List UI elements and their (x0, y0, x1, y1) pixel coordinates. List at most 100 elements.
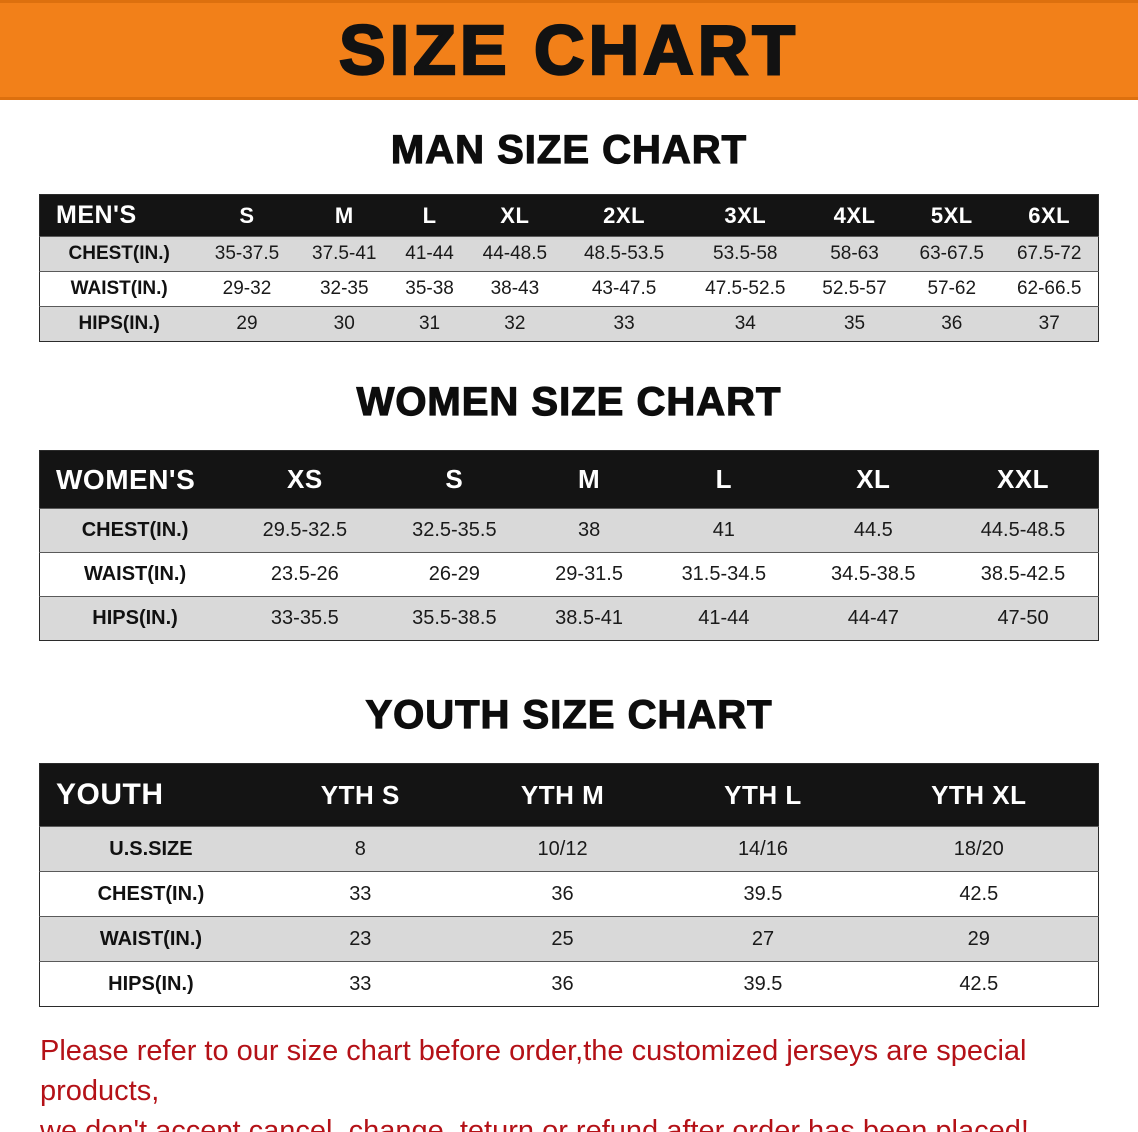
women-size-table-wrap: WOMEN'S XS S M L XL XXL CHEST(IN.) 29.5-32.5 32.5… (39, 450, 1099, 641)
disclaimer-line-1: Please refer to our size chart before or… (40, 1035, 1027, 1108)
men-value-cell: 31 (392, 306, 467, 342)
men-header-row: MEN'S S M L XL 2XL 3XL 4XL 5XL 6XL (39, 194, 1099, 237)
men-value-cell: 38-43 (466, 271, 564, 307)
women-table-row: HIPS(IN.) 33-35.5 35.5-38.5 38.5-41 41-44 44-… (39, 596, 1099, 641)
women-value-cell: 38.5-42.5 (948, 552, 1099, 597)
men-value-cell: 63-67.5 (903, 236, 1001, 272)
men-value-cell: 33 (563, 306, 685, 342)
women-row-label: HIPS(IN.) (39, 596, 231, 641)
banner: SIZE CHART (0, 0, 1138, 100)
women-col-header-m: M (529, 450, 650, 509)
women-value-cell: 29.5-32.5 (230, 508, 380, 553)
youth-table-row: CHEST(IN.) 33 36 39.5 42.5 (39, 871, 1099, 917)
women-value-cell: 44.5-48.5 (948, 508, 1099, 553)
youth-table-title: YOUTH (39, 763, 262, 827)
women-section-heading: WOMEN SIZE CHART (356, 379, 782, 424)
youth-row-label: U.S.SIZE (39, 826, 262, 872)
youth-value-cell: 36 (458, 871, 667, 917)
men-table-row: CHEST(IN.) 35-37.5 37.5-41 41-44 44-48.5 48.5… (39, 236, 1099, 272)
youth-table-row: WAIST(IN.) 23 25 27 29 (39, 916, 1099, 962)
women-value-cell: 41 (649, 508, 799, 553)
women-value-cell: 26-29 (379, 552, 530, 597)
men-value-cell: 30 (295, 306, 393, 342)
women-value-cell: 41-44 (649, 596, 799, 641)
youth-value-cell: 42.5 (859, 961, 1099, 1007)
youth-col-header-yth-xl: YTH XL (859, 763, 1099, 827)
men-value-cell: 35 (805, 306, 904, 342)
youth-value-cell: 42.5 (859, 871, 1099, 917)
youth-size-table: YOUTH YTH S YTH M YTH L YTH XL U.S.SIZE 8 10/12… (39, 763, 1099, 1007)
men-value-cell: 37.5-41 (295, 236, 393, 272)
youth-table-row: HIPS(IN.) 33 36 39.5 42.5 (39, 961, 1099, 1007)
women-section: WOMEN SIZE CHART WOMEN'S XS S M L XL XXL CHEST(… (0, 379, 1138, 641)
men-section-heading: MAN SIZE CHART (390, 127, 748, 172)
youth-row-label: HIPS(IN.) (39, 961, 262, 1007)
men-col-header-2xl: 2XL (563, 194, 685, 237)
page-title: SIZE CHART (338, 11, 799, 89)
men-value-cell: 43-47.5 (563, 271, 685, 307)
men-value-cell: 36 (903, 306, 1001, 342)
women-value-cell: 44-47 (798, 596, 949, 641)
men-value-cell: 47.5-52.5 (684, 271, 806, 307)
men-table-title: MEN'S (39, 194, 199, 237)
youth-value-cell: 29 (859, 916, 1099, 962)
men-value-cell: 41-44 (392, 236, 467, 272)
youth-value-cell: 39.5 (666, 961, 860, 1007)
men-col-header-3xl: 3XL (684, 194, 806, 237)
youth-section: YOUTH SIZE CHART YOUTH YTH S YTH M YTH L YTH… (0, 692, 1138, 1007)
men-table-row: WAIST(IN.) 29-32 32-35 35-38 38-43 43-47.5 47.… (39, 271, 1099, 307)
men-value-cell: 32-35 (295, 271, 393, 307)
men-value-cell: 53.5-58 (684, 236, 806, 272)
men-value-cell: 37 (1000, 306, 1099, 342)
youth-table-row: U.S.SIZE 8 10/12 14/16 18/20 (39, 826, 1099, 872)
youth-row-label: WAIST(IN.) (39, 916, 262, 962)
youth-section-heading: YOUTH SIZE CHART (365, 692, 773, 737)
youth-value-cell: 36 (458, 961, 667, 1007)
men-row-label: CHEST(IN.) (39, 236, 199, 272)
youth-header-row: YOUTH YTH S YTH M YTH L YTH XL (39, 763, 1099, 827)
men-value-cell: 62-66.5 (1000, 271, 1099, 307)
men-col-header-5xl: 5XL (903, 194, 1001, 237)
women-table-title: WOMEN'S (39, 450, 231, 509)
women-value-cell: 35.5-38.5 (379, 596, 530, 641)
youth-col-header-yth-m: YTH M (458, 763, 667, 827)
women-header-row: WOMEN'S XS S M L XL XXL (39, 450, 1099, 509)
women-table-row: CHEST(IN.) 29.5-32.5 32.5-35.5 38 41 44.5 44.5… (39, 508, 1099, 553)
men-value-cell: 29 (198, 306, 296, 342)
men-value-cell: 32 (466, 306, 564, 342)
men-value-cell: 67.5-72 (1000, 236, 1099, 272)
youth-value-cell: 25 (458, 916, 667, 962)
women-col-header-l: L (649, 450, 799, 509)
men-size-table: MEN'S S M L XL 2XL 3XL 4XL 5XL 6XL CHEST(IN.) 35-37… (39, 194, 1099, 342)
women-value-cell: 47-50 (948, 596, 1099, 641)
men-size-table-wrap: MEN'S S M L XL 2XL 3XL 4XL 5XL 6XL CHEST(IN.) 35-37… (39, 194, 1099, 342)
men-col-header-l: L (392, 194, 467, 237)
youth-value-cell: 8 (261, 826, 459, 872)
men-section: MAN SIZE CHART MEN'S S M L XL 2XL 3XL 4XL 5XL 6XL… (0, 127, 1138, 342)
youth-value-cell: 27 (666, 916, 860, 962)
disclaimer: Please refer to our size chart before or… (40, 1031, 1110, 1132)
disclaimer-line-2: we don't accept cancel, change, teturn o… (40, 1115, 1029, 1132)
women-row-label: CHEST(IN.) (39, 508, 231, 553)
men-value-cell: 35-38 (392, 271, 467, 307)
women-value-cell: 32.5-35.5 (379, 508, 530, 553)
men-col-header-xl: XL (466, 194, 564, 237)
women-row-label: WAIST(IN.) (39, 552, 231, 597)
men-value-cell: 34 (684, 306, 806, 342)
women-value-cell: 38.5-41 (529, 596, 650, 641)
men-value-cell: 29-32 (198, 271, 296, 307)
youth-value-cell: 23 (261, 916, 459, 962)
youth-value-cell: 39.5 (666, 871, 860, 917)
men-col-header-m: M (295, 194, 393, 237)
men-col-header-4xl: 4XL (805, 194, 904, 237)
youth-col-header-yth-l: YTH L (666, 763, 860, 827)
men-value-cell: 58-63 (805, 236, 904, 272)
women-value-cell: 31.5-34.5 (649, 552, 799, 597)
youth-col-header-yth-s: YTH S (261, 763, 459, 827)
women-col-header-xxl: XXL (948, 450, 1099, 509)
women-value-cell: 23.5-26 (230, 552, 380, 597)
men-value-cell: 35-37.5 (198, 236, 296, 272)
men-value-cell: 52.5-57 (805, 271, 904, 307)
women-table-row: WAIST(IN.) 23.5-26 26-29 29-31.5 31.5-34.5 34… (39, 552, 1099, 597)
